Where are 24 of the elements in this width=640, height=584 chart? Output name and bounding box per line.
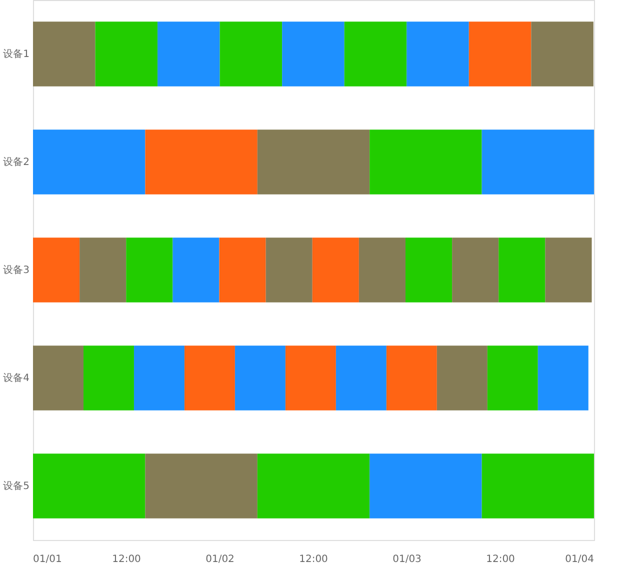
bar <box>482 130 594 194</box>
text: 12:00 <box>299 554 328 565</box>
text: 12:00 <box>486 554 515 565</box>
text: 01/02 <box>206 554 234 565</box>
bar <box>282 22 344 86</box>
bar <box>336 346 386 410</box>
text: 12:00 <box>112 554 141 565</box>
bar <box>406 22 469 86</box>
text: 01/04 <box>565 554 594 565</box>
bar <box>386 346 437 410</box>
y-tick-label: 设备2 <box>3 156 30 168</box>
text: 01/01 <box>33 554 62 565</box>
y-tick-label: 设备5 <box>3 480 30 492</box>
bar <box>531 22 594 86</box>
y-tick-label: 设备1 <box>3 48 30 60</box>
text: 01/03 <box>392 554 422 565</box>
y-tick-label: 设备3 <box>3 264 30 276</box>
bar <box>33 22 96 86</box>
bar <box>234 346 286 410</box>
y-tick-label: 设备4 <box>3 372 30 384</box>
bar <box>468 22 532 86</box>
bar <box>33 346 84 410</box>
bar <box>545 238 592 302</box>
bar <box>436 346 488 410</box>
